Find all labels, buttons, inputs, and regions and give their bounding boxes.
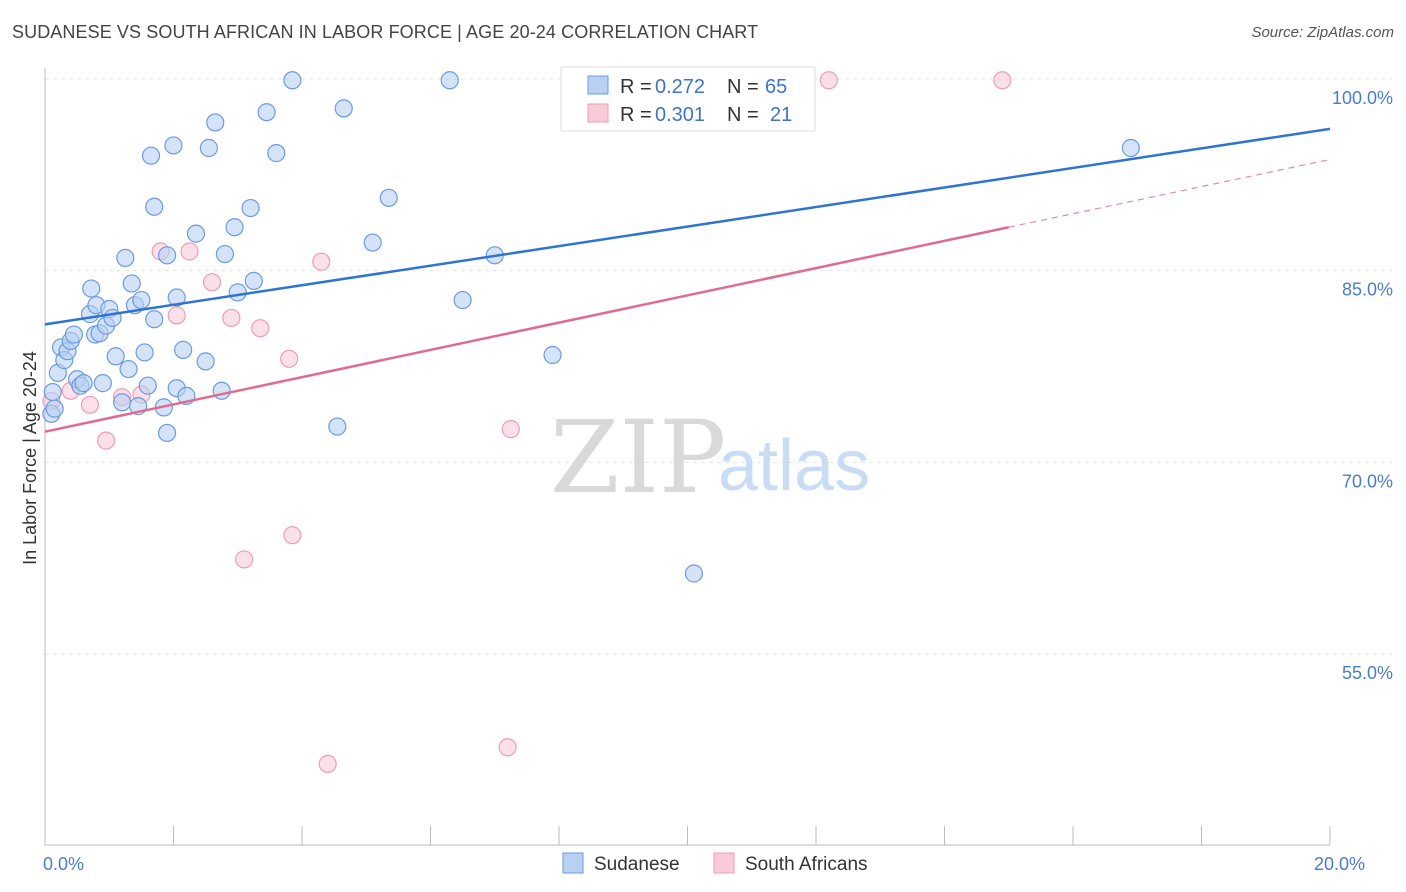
south-africans-point (283, 526, 302, 545)
sudanese-point (145, 310, 164, 329)
sudanese-point (74, 374, 93, 393)
x-tick-label: 20.0% (1314, 854, 1365, 874)
south-africans-point (202, 273, 222, 292)
y-tick-label: 55.0% (1342, 663, 1393, 683)
sudanese-point (1121, 138, 1140, 158)
sudanese-point (112, 393, 132, 412)
sudanese-point (543, 345, 562, 365)
sudanese-point (93, 374, 112, 393)
legend-swatch-sudanese-bottom (562, 852, 584, 874)
sudanese-point (379, 188, 398, 207)
sudanese-point (106, 347, 125, 366)
sudanese-point (453, 290, 472, 310)
south-africans-point (80, 395, 100, 414)
sudanese-point (164, 136, 183, 155)
south-africans-point (222, 308, 241, 328)
trend-lines (44, 127, 1331, 433)
legend-n-label: N = (727, 104, 759, 126)
legend-r-value: 0.301 (655, 104, 705, 126)
sudanese-point (116, 248, 135, 267)
sudanese-point (174, 340, 193, 359)
legend-n-label: N = (727, 76, 759, 98)
y-tick-label: 70.0% (1342, 471, 1393, 491)
south-africans-point (498, 738, 517, 757)
south-africans-trend-line (44, 225, 1010, 433)
sudanese-point (167, 288, 186, 307)
chart-source: Source: ZipAtlas.com (1251, 24, 1394, 41)
sudanese-point (244, 271, 263, 290)
sudanese-point (215, 244, 234, 264)
south-africans-point (501, 420, 520, 439)
sudanese-trend-line (44, 127, 1331, 326)
sudanese-point (82, 279, 101, 298)
sudanese-point (45, 399, 64, 418)
tick-labels: 100.0% 85.0% 70.0% 55.0% 0.0% 20.0% (43, 88, 1393, 874)
legend-r-label: R = (620, 76, 652, 98)
south-africans-point (993, 71, 1012, 90)
axes (44, 68, 1331, 846)
sudanese-point (196, 352, 215, 371)
stats-legend: R = 0.272 N = 65 R = 0.301 N = 21 (560, 66, 816, 132)
sudanese-point (283, 71, 302, 90)
sudanese-point (132, 290, 151, 310)
south-africans-point (312, 252, 331, 271)
legend-swatch-south-africans (587, 103, 609, 123)
south-africans-points (42, 71, 1012, 773)
sudanese-point (206, 113, 225, 132)
south-africans-point (96, 431, 116, 450)
south-africans-point (819, 71, 838, 90)
y-axis-label: In Labor Force | Age 20-24 (20, 351, 40, 565)
sudanese-point (141, 146, 161, 165)
legend-r-label: R = (620, 104, 652, 126)
sudanese-point (157, 423, 177, 443)
sudanese-point (199, 138, 218, 158)
sudanese-points (42, 71, 1140, 583)
sudanese-point (122, 274, 141, 293)
legend-n-value: 21 (770, 104, 792, 126)
watermark-atlas: atlas (718, 426, 870, 506)
legend-swatch-sudanese (587, 75, 609, 95)
south-africans-point (318, 754, 337, 773)
sudanese-point (225, 218, 244, 237)
y-tick-label: 85.0% (1342, 280, 1393, 300)
south-africans-point (180, 242, 199, 261)
legend-swatch-south-africans-bottom (713, 852, 735, 874)
sudanese-point (684, 564, 704, 583)
watermark-zip: ZIP (550, 399, 726, 516)
chart-title: SUDANESE VS SOUTH AFRICAN IN LABOR FORCE… (12, 22, 759, 42)
legend-r-value: 0.272 (655, 76, 705, 98)
sudanese-point (241, 198, 260, 218)
sudanese-point (145, 197, 164, 216)
sudanese-point (43, 382, 62, 402)
sudanese-point (228, 283, 247, 302)
y-tick-label: 100.0% (1332, 88, 1393, 108)
series-legend: Sudanese South Africans (562, 852, 868, 875)
sudanese-point (363, 233, 382, 252)
sudanese-point (257, 103, 276, 122)
sudanese-point (119, 359, 138, 379)
south-africans-point (235, 550, 254, 569)
sudanese-point (157, 246, 177, 265)
legend-n-value: 65 (765, 76, 787, 98)
legend-label-sudanese: Sudanese (594, 854, 680, 875)
sudanese-point (138, 376, 157, 395)
x-tick-label: 0.0% (43, 854, 84, 874)
sudanese-point (334, 99, 353, 118)
sudanese-point (267, 144, 286, 163)
sudanese-point (328, 417, 347, 436)
south-africans-point (251, 319, 270, 338)
sudanese-point (64, 325, 84, 344)
sudanese-point (186, 224, 206, 243)
south-africans-point (280, 349, 299, 368)
legend-label-south-africans: South Africans (745, 854, 868, 875)
sudanese-point (440, 71, 459, 90)
south-africans-point (167, 306, 186, 325)
sudanese-point (212, 381, 231, 400)
sudanese-point (135, 343, 154, 362)
